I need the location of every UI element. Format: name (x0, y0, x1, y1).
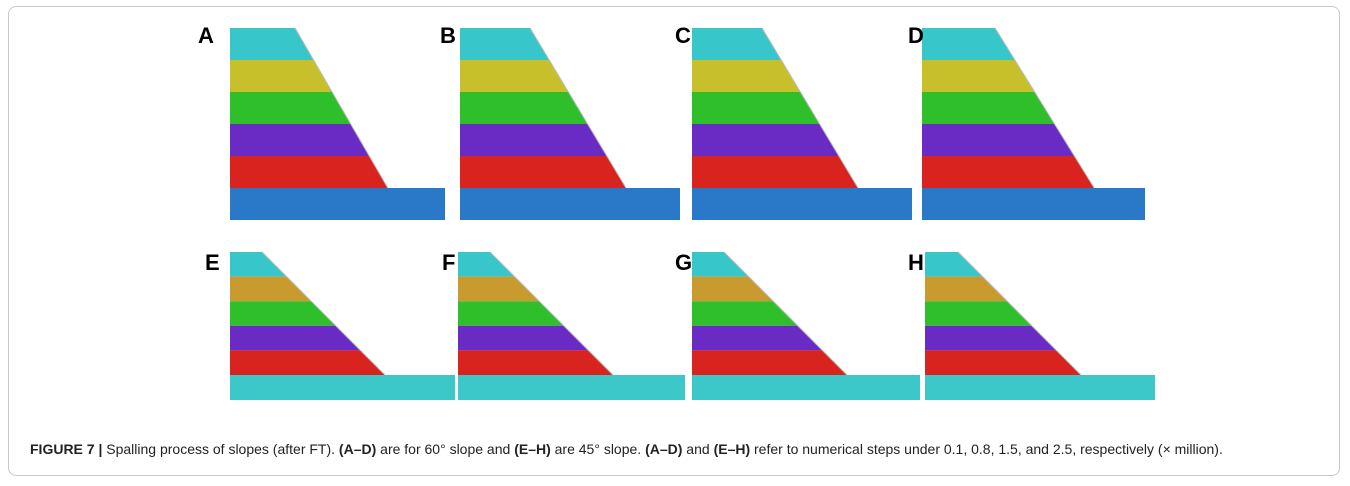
soil-layer (230, 252, 287, 277)
panel-label: D (908, 23, 924, 48)
soil-layer (230, 92, 351, 124)
soil-layer (460, 28, 550, 60)
soil-layer (692, 156, 858, 188)
figure: A B C D E F G H (198, 23, 1155, 400)
panel-label: E (205, 250, 220, 275)
soil-layer (230, 350, 385, 375)
figure-frame (8, 6, 1340, 476)
soil-layer (458, 301, 564, 326)
base-layer (460, 188, 680, 220)
soil-layer (925, 325, 1057, 351)
caption-text: are for 60° slope and (376, 441, 515, 457)
caption-label: FIGURE 7 | (30, 441, 103, 457)
soil-layer (925, 276, 1008, 302)
soil-layer (692, 252, 749, 277)
base-layer (922, 188, 1145, 220)
caption: FIGURE 7 | Spalling process of slopes (a… (30, 438, 1270, 460)
panel-label: H (908, 250, 924, 275)
soil-layer (922, 92, 1055, 124)
slope-outline (761, 27, 859, 189)
slope-outline (529, 27, 627, 189)
soil-layer (458, 325, 589, 351)
slope-outline (723, 251, 848, 376)
caption-ref: (E–H) (713, 441, 751, 457)
soil-layer (692, 92, 820, 124)
soil-layer (230, 60, 333, 92)
base-layer (230, 188, 445, 220)
soil-layer (922, 124, 1075, 156)
slope-outline (489, 251, 614, 376)
soil-layer (458, 252, 515, 277)
panel-label: A (198, 23, 214, 48)
soil-layer (692, 350, 847, 375)
caption-ref: (A–D) (645, 441, 683, 457)
soil-layer (925, 301, 1032, 326)
soil-layer (230, 28, 314, 60)
soil-layer (230, 301, 336, 326)
caption-text: Spalling process of slopes (after FT). (102, 441, 339, 457)
soil-layer (692, 60, 801, 92)
base-layer (458, 375, 685, 400)
base-layer (692, 188, 912, 220)
soil-layer (922, 60, 1035, 92)
panel-label: B (440, 23, 456, 48)
soil-layer (692, 124, 839, 156)
base-layer (925, 375, 1155, 400)
caption-ref: (E–H) (514, 441, 551, 457)
panel-label: F (442, 250, 455, 275)
soil-layer (922, 156, 1095, 188)
soil-layer (458, 350, 613, 375)
caption-ref: (A–D) (338, 441, 377, 457)
soil-layer (460, 92, 588, 124)
soil-layer (925, 252, 983, 277)
soil-layer (692, 28, 782, 60)
soil-layer (460, 124, 607, 156)
slope-outline (294, 27, 389, 189)
soil-layer (460, 60, 569, 92)
soil-layer (230, 124, 370, 156)
slope-outline (994, 27, 1095, 189)
soil-layer (458, 276, 540, 302)
soil-layer (922, 28, 1015, 60)
soil-layer (230, 276, 312, 302)
slope-outline (261, 251, 386, 376)
panel-label: G (675, 250, 692, 275)
caption-text: and (682, 441, 714, 457)
base-layer (230, 375, 455, 400)
soil-layer (692, 325, 823, 351)
soil-layer (925, 350, 1081, 375)
panel-label: C (675, 23, 691, 48)
soil-layer (460, 156, 626, 188)
slope-outline (957, 251, 1082, 376)
soil-layer (230, 156, 388, 188)
soil-layer (230, 325, 361, 351)
soil-layer (692, 301, 798, 326)
caption-text: refer to numerical steps under 0.1, 0.8,… (750, 441, 1223, 457)
caption-text: are 45° slope. (550, 441, 646, 457)
base-layer (692, 375, 920, 400)
soil-layer (692, 276, 774, 302)
